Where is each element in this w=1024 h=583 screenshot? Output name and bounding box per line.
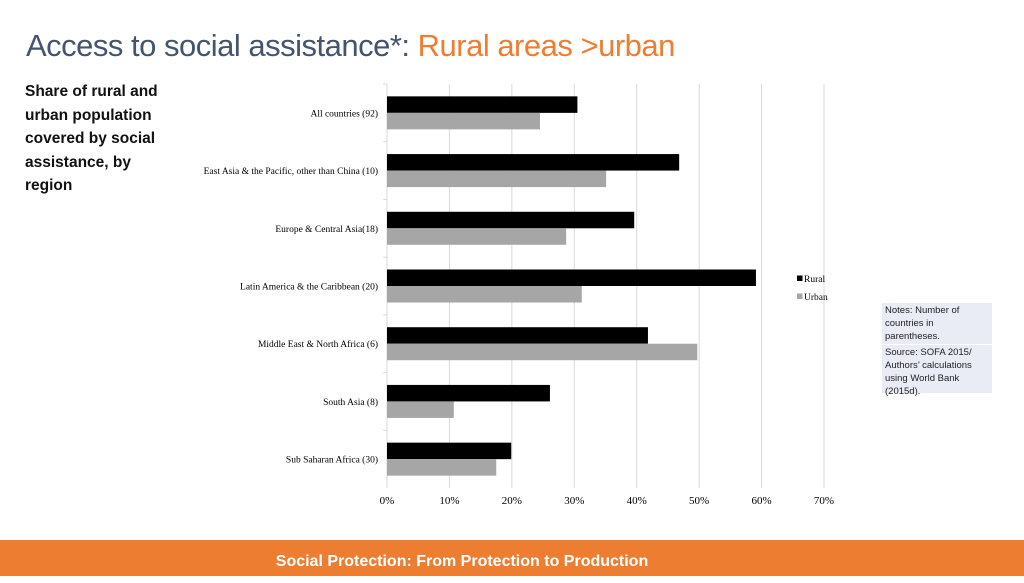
title-main: Access to social assistance*: [26, 28, 418, 63]
notes-text: Notes: Number of countries in parenthese… [885, 305, 960, 342]
bar-urban [387, 228, 567, 245]
x-tick-label: 10% [439, 495, 459, 507]
footer-bar: Social Protection: From Protection to Pr… [0, 540, 1024, 576]
notes-box: Notes: Number of countries in parenthese… [882, 303, 992, 397]
x-tick-label: 20% [502, 495, 522, 507]
bar-rural [387, 211, 635, 229]
bar-urban [387, 286, 582, 303]
category-label: Middle East & North Africa (6) [258, 339, 378, 350]
legend-label-rural: Rural [804, 275, 825, 285]
bar-rural [387, 384, 550, 402]
source-text: Source: SOFA 2015/ Authors’ calculations… [882, 344, 992, 399]
footer-text: Social Protection: From Protection to Pr… [275, 553, 649, 570]
bar-rural [387, 154, 680, 171]
bar-urban [387, 343, 698, 361]
bar-rural [387, 442, 512, 460]
bar-rural [387, 327, 648, 344]
title-highlight: Rural areas >urban [417, 28, 676, 63]
category-label: Sub Saharan Africa (30) [286, 455, 378, 466]
x-tick-label: 70% [814, 495, 834, 507]
x-tick-label: 40% [627, 495, 647, 507]
legend-label-urban: Urban [804, 293, 828, 303]
bar-urban [387, 170, 607, 188]
category-label: Europe & Central Asia(18) [275, 224, 378, 235]
bar-urban [387, 112, 540, 130]
legend-swatch-urban [797, 293, 803, 299]
slide-title: Access to social assistance*: Rural area… [26, 28, 675, 64]
legend-swatch-rural [797, 275, 803, 281]
x-tick-label: 50% [689, 495, 709, 507]
bar-rural [387, 269, 756, 286]
category-label: Latin America & the Caribbean (20) [240, 282, 378, 293]
bar-urban [387, 459, 497, 476]
category-label: South Asia (8) [323, 397, 378, 408]
bar-chart: 0% 10% 20% 30% 40% 50% 60% 70% All countries (92… [204, 83, 834, 507]
bar-rural [387, 96, 578, 113]
category-label: East Asia & the Pacific, other than Chin… [204, 166, 378, 177]
x-tick-label: 60% [751, 495, 771, 507]
chart-subtitle: Share of rural and urban population cove… [25, 83, 158, 194]
x-tick-label: 0% [380, 495, 395, 507]
bar-urban [387, 401, 454, 418]
x-tick-label: 30% [564, 495, 584, 507]
category-label: All countries (92) [310, 108, 378, 119]
